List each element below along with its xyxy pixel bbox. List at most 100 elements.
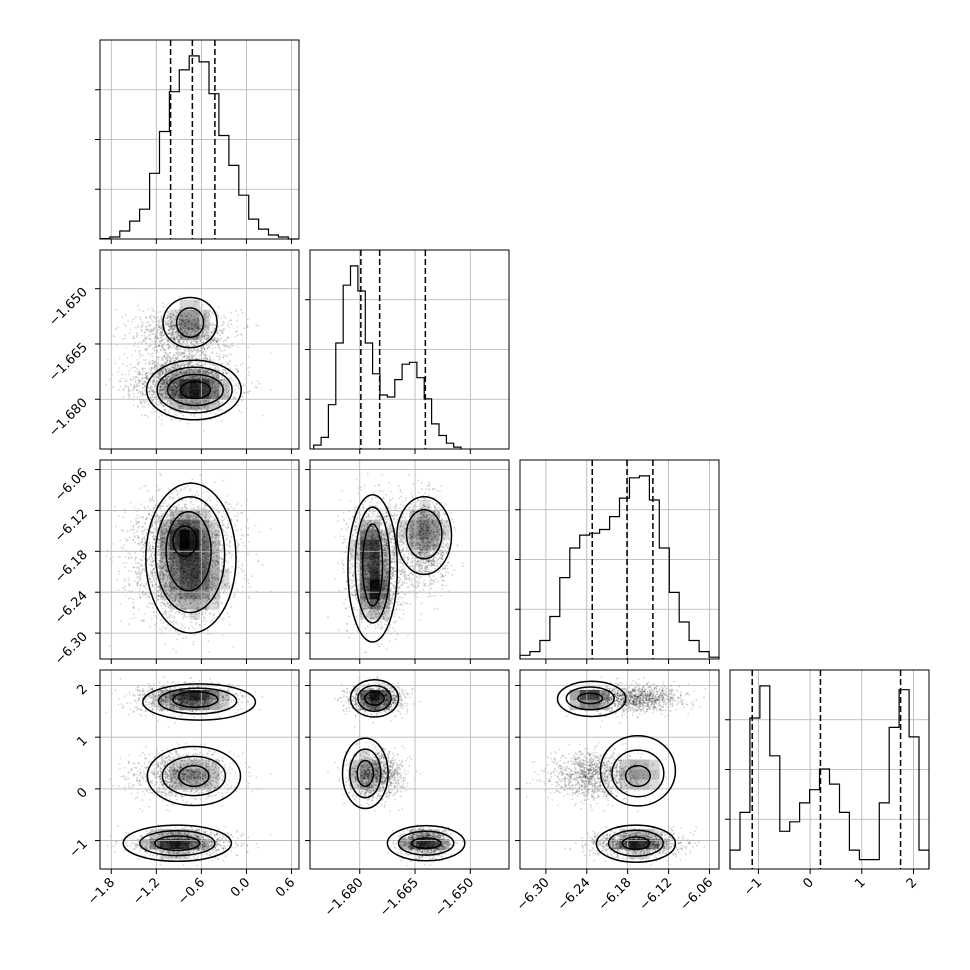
- sample-point: [194, 395, 197, 398]
- sample-point: [181, 388, 184, 390]
- density-cell: [209, 559, 220, 570]
- density-cell: [619, 839, 630, 850]
- sample-point: [174, 359, 176, 362]
- sample-point: [193, 627, 196, 630]
- sample-point: [127, 556, 130, 558]
- sample-point: [189, 515, 192, 518]
- sample-point: [195, 621, 198, 624]
- sample-point: [176, 330, 179, 333]
- sample-point: [182, 522, 185, 525]
- sample-point: [178, 378, 181, 381]
- sample-point: [187, 388, 190, 391]
- sample-point: [139, 584, 142, 587]
- sample-point: [139, 391, 142, 394]
- sample-point: [169, 401, 171, 404]
- sample-point: [206, 358, 208, 361]
- sample-point: [217, 383, 220, 385]
- sample-point: [188, 387, 191, 390]
- sample-point: [192, 400, 194, 403]
- sample-point: [130, 379, 132, 381]
- sample-point: [173, 573, 176, 576]
- sample-point: [143, 335, 146, 337]
- sample-point: [204, 337, 207, 340]
- density-cell: [179, 769, 190, 780]
- sample-point: [158, 345, 161, 348]
- sample-point: [142, 382, 144, 385]
- density-cell: [199, 509, 210, 520]
- sample-point: [158, 332, 161, 335]
- density-cell: [159, 559, 170, 570]
- sample-point: [173, 374, 176, 376]
- density-cell: [169, 369, 180, 380]
- sample-point: [221, 401, 223, 403]
- sample-point: [208, 580, 211, 582]
- sample-point: [184, 608, 187, 610]
- sample-point: [208, 346, 211, 348]
- sample-point: [213, 337, 216, 339]
- sample-point: [161, 363, 164, 366]
- sample-point: [180, 324, 183, 327]
- sample-point: [186, 566, 189, 568]
- sample-point: [177, 399, 180, 402]
- density-cell: [189, 769, 200, 780]
- sample-point: [212, 585, 215, 588]
- sample-point: [177, 389, 180, 392]
- sample-point: [179, 420, 182, 422]
- sample-point: [198, 327, 200, 330]
- sample-point: [196, 375, 199, 378]
- sample-point: [186, 363, 188, 366]
- sample-point: [175, 376, 178, 378]
- sample-point: [172, 526, 175, 529]
- sample-point: [164, 381, 167, 384]
- sample-point: [175, 363, 178, 365]
- sample-point: [139, 549, 142, 551]
- sample-point: [160, 331, 162, 334]
- sample-point: [191, 350, 194, 353]
- sample-point: [153, 348, 155, 351]
- sample-point: [197, 377, 200, 380]
- sample-point: [163, 350, 166, 353]
- sample-point: [212, 541, 215, 544]
- sample-point: [149, 530, 152, 533]
- sample-point: [180, 396, 183, 399]
- sample-point: [162, 380, 165, 383]
- sample-point: [158, 392, 161, 395]
- sample-point: [169, 546, 172, 548]
- sample-point: [184, 379, 187, 382]
- sample-point: [207, 583, 210, 586]
- sample-point: [174, 381, 177, 383]
- sample-point: [152, 547, 155, 549]
- sample-point: [142, 340, 145, 342]
- sample-point: [182, 582, 185, 585]
- sample-point: [172, 389, 175, 392]
- sample-point: [165, 362, 167, 365]
- sample-point: [168, 397, 170, 399]
- sample-point: [136, 583, 139, 585]
- sample-point: [189, 559, 192, 562]
- sample-point: [177, 537, 179, 540]
- sample-point: [188, 320, 190, 323]
- sample-point: [198, 407, 200, 410]
- sample-point: [197, 335, 200, 337]
- sample-point: [195, 371, 197, 374]
- sample-point: [185, 371, 188, 374]
- sample-point: [159, 576, 161, 579]
- sample-point: [198, 382, 201, 385]
- sample-point: [183, 582, 186, 585]
- sample-point: [188, 353, 190, 356]
- sample-point: [206, 358, 209, 361]
- sample-point: [188, 334, 191, 337]
- sample-point: [191, 573, 194, 575]
- sample-point: [212, 380, 215, 383]
- sample-point: [210, 524, 213, 527]
- sample-point: [178, 317, 180, 320]
- sample-point: [181, 580, 183, 582]
- sample-point: [153, 367, 155, 369]
- sample-point: [212, 380, 215, 383]
- sample-point: [194, 300, 197, 303]
- sample-point: [158, 568, 161, 570]
- sample-point: [213, 517, 216, 520]
- sample-point: [173, 331, 176, 333]
- sample-point: [237, 369, 240, 372]
- sample-point: [181, 548, 184, 551]
